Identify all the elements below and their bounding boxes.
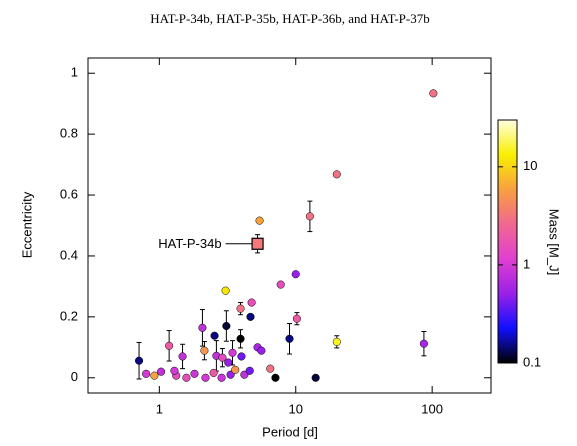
point bbox=[198, 323, 207, 332]
point bbox=[190, 369, 199, 378]
y-tick-label: 1 bbox=[71, 65, 78, 80]
point bbox=[201, 373, 210, 382]
point bbox=[332, 337, 341, 346]
point bbox=[228, 348, 237, 357]
colorbar bbox=[497, 119, 518, 364]
point bbox=[245, 366, 254, 375]
point bbox=[150, 371, 159, 380]
point bbox=[292, 314, 301, 323]
x-tick-label: 100 bbox=[421, 401, 443, 416]
point bbox=[221, 286, 230, 295]
point bbox=[236, 304, 245, 313]
annotation: HAT-P-34b bbox=[158, 236, 221, 251]
colorbar-tick-label: 1 bbox=[523, 256, 530, 271]
point bbox=[231, 365, 240, 374]
x-tick-label: 1 bbox=[156, 401, 163, 416]
point bbox=[419, 339, 428, 348]
point bbox=[170, 366, 179, 375]
y-tick-label: 0.2 bbox=[60, 308, 78, 323]
point bbox=[217, 373, 226, 382]
point bbox=[224, 358, 233, 367]
y-axis-label: Eccentricity bbox=[19, 191, 34, 258]
point bbox=[157, 367, 166, 376]
highlight-point bbox=[251, 237, 264, 250]
point bbox=[218, 353, 227, 362]
point bbox=[255, 216, 264, 225]
point bbox=[165, 341, 174, 350]
y-tick-label: 0.6 bbox=[60, 186, 78, 201]
point bbox=[257, 346, 266, 355]
colorbar-tick-label: 10 bbox=[523, 158, 537, 173]
plot-frame bbox=[87, 57, 492, 394]
point bbox=[285, 334, 294, 343]
point bbox=[266, 364, 275, 373]
chart-title: HAT-P-34b, HAT-P-35b, HAT-P-36b, and HAT… bbox=[150, 11, 429, 26]
point bbox=[142, 369, 151, 378]
point bbox=[222, 321, 231, 331]
colorbar-label: Mass [M_J] bbox=[547, 209, 562, 275]
point bbox=[247, 298, 256, 307]
point bbox=[178, 352, 187, 361]
point bbox=[271, 373, 280, 382]
point bbox=[236, 334, 245, 343]
point bbox=[332, 170, 341, 179]
x-tick-label: 10 bbox=[289, 401, 303, 416]
point bbox=[291, 270, 300, 279]
y-tick-label: 0 bbox=[71, 369, 78, 384]
point bbox=[200, 346, 209, 355]
y-tick-label: 0.8 bbox=[60, 126, 78, 141]
colorbar-tick-label: 0.1 bbox=[523, 354, 541, 369]
x-axis-label: Period [d] bbox=[262, 424, 318, 439]
point bbox=[209, 368, 218, 377]
point bbox=[182, 373, 191, 382]
point bbox=[134, 356, 144, 365]
point bbox=[246, 312, 255, 321]
point bbox=[311, 373, 320, 382]
point bbox=[305, 212, 314, 221]
point bbox=[210, 331, 219, 340]
point bbox=[276, 280, 285, 289]
point bbox=[429, 89, 438, 98]
point bbox=[240, 370, 249, 379]
point bbox=[237, 352, 246, 361]
y-tick-label: 0.4 bbox=[60, 247, 78, 262]
